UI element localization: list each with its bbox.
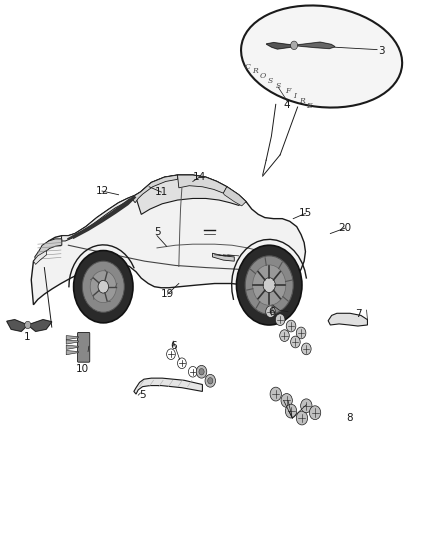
Text: I: I: [293, 92, 297, 100]
Polygon shape: [66, 345, 78, 350]
Circle shape: [286, 404, 297, 418]
Circle shape: [82, 261, 124, 312]
Polygon shape: [294, 42, 335, 49]
Circle shape: [300, 399, 312, 413]
Polygon shape: [223, 187, 246, 206]
Polygon shape: [28, 320, 52, 332]
Text: 10: 10: [76, 364, 89, 374]
Circle shape: [199, 368, 204, 375]
Polygon shape: [35, 239, 62, 262]
Text: 8: 8: [346, 413, 353, 423]
Circle shape: [280, 330, 289, 342]
Circle shape: [270, 387, 282, 401]
Text: R: R: [252, 67, 258, 75]
Circle shape: [25, 321, 31, 329]
Text: F: F: [286, 87, 290, 95]
Circle shape: [286, 320, 296, 332]
Polygon shape: [66, 340, 78, 344]
Ellipse shape: [241, 5, 402, 108]
Text: 6: 6: [170, 341, 177, 351]
Circle shape: [290, 336, 300, 348]
Polygon shape: [132, 175, 177, 203]
Text: E: E: [306, 102, 312, 110]
Text: 15: 15: [299, 208, 312, 219]
Circle shape: [281, 393, 292, 407]
Text: 12: 12: [95, 186, 109, 196]
Circle shape: [266, 306, 276, 318]
Text: 6: 6: [268, 306, 275, 317]
Text: 5: 5: [139, 390, 146, 400]
Circle shape: [245, 256, 293, 314]
Text: 4: 4: [283, 100, 290, 110]
Circle shape: [98, 280, 109, 293]
Polygon shape: [66, 351, 78, 355]
Polygon shape: [66, 336, 78, 340]
Circle shape: [208, 377, 213, 384]
FancyBboxPatch shape: [78, 333, 90, 362]
Circle shape: [237, 245, 302, 325]
Text: S: S: [276, 82, 281, 90]
Circle shape: [196, 366, 207, 378]
Text: S: S: [268, 77, 273, 85]
Circle shape: [253, 265, 286, 305]
Polygon shape: [61, 195, 135, 241]
Polygon shape: [266, 43, 294, 49]
Circle shape: [90, 271, 117, 303]
Circle shape: [290, 41, 297, 50]
Circle shape: [301, 343, 311, 355]
Text: 19: 19: [161, 289, 174, 299]
Polygon shape: [328, 313, 367, 326]
Text: 3: 3: [378, 46, 385, 55]
Polygon shape: [33, 251, 46, 264]
Text: C: C: [244, 63, 251, 71]
Circle shape: [276, 314, 285, 326]
Circle shape: [296, 411, 307, 425]
Polygon shape: [135, 175, 246, 214]
Polygon shape: [134, 378, 202, 394]
Polygon shape: [31, 175, 305, 305]
Text: 14: 14: [193, 172, 206, 182]
Polygon shape: [177, 175, 227, 193]
Text: O: O: [260, 72, 266, 80]
Text: 5: 5: [154, 227, 160, 237]
Text: 20: 20: [338, 223, 351, 233]
Circle shape: [296, 327, 306, 339]
Text: 7: 7: [355, 309, 362, 319]
Text: R: R: [299, 97, 305, 105]
Text: 1: 1: [24, 332, 30, 342]
Polygon shape: [212, 253, 234, 261]
Text: 11: 11: [155, 187, 168, 197]
Polygon shape: [7, 320, 28, 332]
Circle shape: [309, 406, 321, 419]
Circle shape: [263, 278, 276, 293]
Circle shape: [74, 251, 133, 323]
Circle shape: [205, 374, 215, 387]
